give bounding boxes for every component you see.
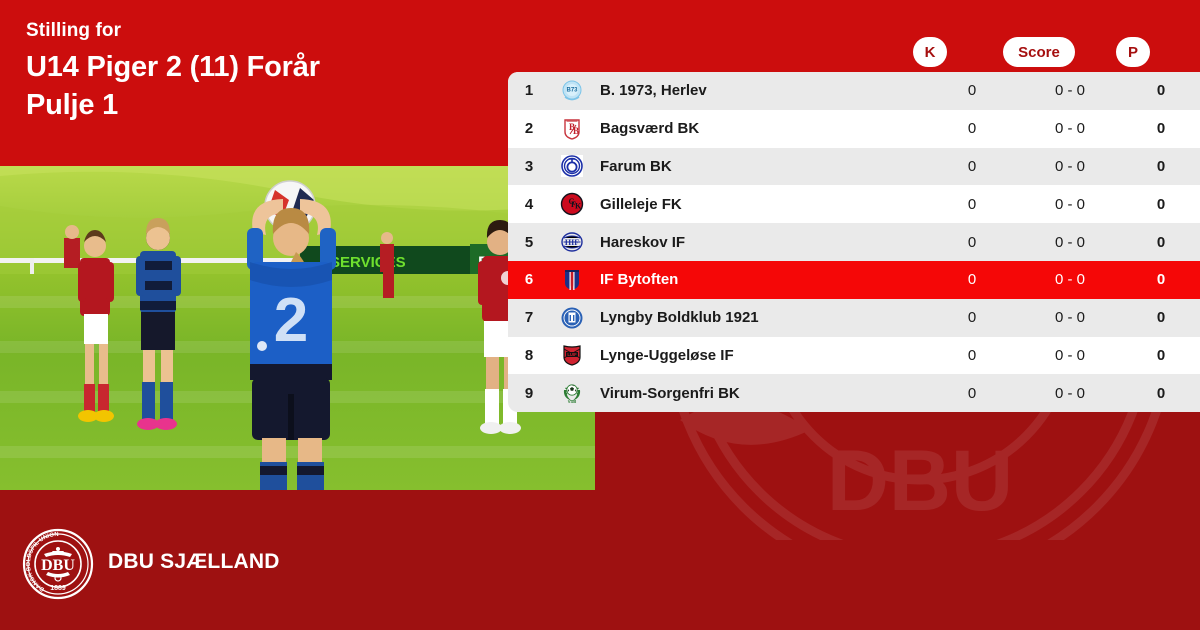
- svg-text:G: G: [569, 197, 575, 206]
- svg-text:VSB: VSB: [568, 399, 577, 404]
- row-team-name: Gilleleje FK: [600, 195, 682, 213]
- row-rank: 5: [524, 233, 534, 251]
- svg-text:HIF: HIF: [565, 238, 579, 247]
- row-score: 0 - 0: [1054, 271, 1085, 289]
- dbu-crest-icon: DANSK BOLDSPIL UNION DBU 1889: [22, 528, 94, 600]
- row-score: 0 - 0: [1054, 82, 1085, 100]
- row-matches-played: 0: [967, 271, 977, 289]
- b1973-herlev-logo: B73: [550, 79, 594, 103]
- row-points: 0: [1156, 271, 1166, 289]
- row-points: 0: [1156, 195, 1166, 213]
- lyngby-bk-1921-logo: [550, 306, 594, 330]
- table-row-highlighted[interactable]: 6 IF Bytoften 0 0 - 0 0: [508, 260, 1200, 299]
- footer-org-name: DBU SJÆLLAND: [108, 550, 280, 573]
- page-title-line-1: U14 Piger 2 (11) Forår: [26, 51, 320, 83]
- row-rank: 9: [524, 384, 534, 402]
- header-text-block: Stilling for U14 Piger 2 (11) Forår Pulj…: [26, 20, 496, 124]
- row-matches-played: 0: [967, 384, 977, 402]
- row-score: 0 - 0: [1054, 346, 1085, 364]
- row-matches-played: 0: [967, 120, 977, 138]
- svg-text:K: K: [575, 202, 582, 211]
- row-rank: 2: [524, 120, 534, 138]
- page-title-line-2: Pulje 1: [26, 89, 119, 121]
- table-row[interactable]: 1 B73 B. 1973, Herlev 0 0 - 0 0: [508, 72, 1200, 110]
- svg-text:B73: B73: [566, 87, 578, 93]
- row-matches-played: 0: [967, 195, 977, 213]
- row-points: 0: [1156, 309, 1166, 327]
- row-points: 0: [1156, 82, 1166, 100]
- farum-bk-logo: [550, 154, 594, 178]
- table-row[interactable]: 8 LUIF Lynge-Uggeløse IF 0 0 - 0 0: [508, 336, 1200, 375]
- column-header-score: Score: [1003, 37, 1075, 67]
- row-team-name: B. 1973, Herlev: [600, 82, 707, 100]
- table-row[interactable]: 7 Lyngby Boldklub 1921 0 0 - 0 0: [508, 298, 1200, 337]
- table-row[interactable]: 3 Farum BK 0 0 - 0 0: [508, 147, 1200, 186]
- row-score: 0 - 0: [1054, 309, 1085, 327]
- row-points: 0: [1156, 157, 1166, 175]
- svg-text:1889: 1889: [50, 585, 66, 592]
- lynge-uggeloese-logo: LUIF: [550, 343, 594, 367]
- row-matches-played: 0: [967, 157, 977, 175]
- row-matches-played: 0: [967, 346, 977, 364]
- column-header-p: P: [1116, 37, 1150, 67]
- row-matches-played: 0: [967, 309, 977, 327]
- svg-text:2: 2: [274, 286, 308, 355]
- svg-text:LUIF: LUIF: [567, 353, 577, 358]
- row-matches-played: 0: [967, 233, 977, 251]
- svg-text:DBU: DBU: [827, 433, 1013, 529]
- page-kicker: Stilling for: [26, 20, 122, 41]
- row-team-name: Virum-Sorgenfri BK: [600, 384, 740, 402]
- row-team-name: Bagsværd BK: [600, 120, 700, 138]
- football-match-photo: SERVICES Ballerup: [0, 166, 595, 490]
- table-row[interactable]: 9 VSB Virum-Sorgenfri BK 0 0 - 0 0: [508, 374, 1200, 412]
- row-score: 0 - 0: [1054, 157, 1085, 175]
- row-rank: 1: [524, 82, 534, 100]
- row-points: 0: [1156, 120, 1166, 138]
- svg-text:F: F: [571, 200, 576, 209]
- column-header-k: K: [913, 37, 947, 67]
- row-team-name: Lyngby Boldklub 1921: [600, 309, 759, 327]
- row-points: 0: [1156, 233, 1166, 251]
- row-team-name: Hareskov IF: [600, 233, 686, 251]
- if-bytoften-logo: [550, 268, 594, 292]
- row-team-name: IF Bytoften: [600, 271, 679, 289]
- row-rank: 3: [524, 157, 534, 175]
- row-rank: 4: [524, 195, 534, 213]
- column-header-pills: K Score P: [0, 0, 1200, 72]
- svg-text:B: B: [573, 126, 579, 136]
- hareskov-if-logo: HIF: [550, 230, 594, 254]
- row-matches-played: 0: [967, 82, 977, 100]
- footer-band: DANSK BOLDSPIL UNION DBU 1889 DBU SJÆLLA…: [0, 498, 1200, 630]
- row-score: 0 - 0: [1054, 120, 1085, 138]
- row-team-name: Farum BK: [600, 157, 672, 175]
- row-points: 0: [1156, 346, 1166, 364]
- row-rank: 8: [524, 346, 534, 364]
- row-score: 0 - 0: [1054, 384, 1085, 402]
- row-points: 0: [1156, 384, 1166, 402]
- row-team-name: Lynge-Uggeløse IF: [600, 346, 734, 364]
- table-row[interactable]: 5 HIF Hareskov IF 0 0 - 0 0: [508, 223, 1200, 261]
- virum-sorgenfri-logo: VSB: [550, 381, 594, 405]
- row-score: 0 - 0: [1054, 233, 1085, 251]
- row-rank: 6: [524, 271, 534, 289]
- svg-text:SERVICES: SERVICES: [330, 254, 406, 271]
- row-score: 0 - 0: [1054, 195, 1085, 213]
- svg-text:B: B: [569, 122, 575, 132]
- svg-text:DBU: DBU: [41, 557, 75, 574]
- row-rank: 7: [524, 309, 534, 327]
